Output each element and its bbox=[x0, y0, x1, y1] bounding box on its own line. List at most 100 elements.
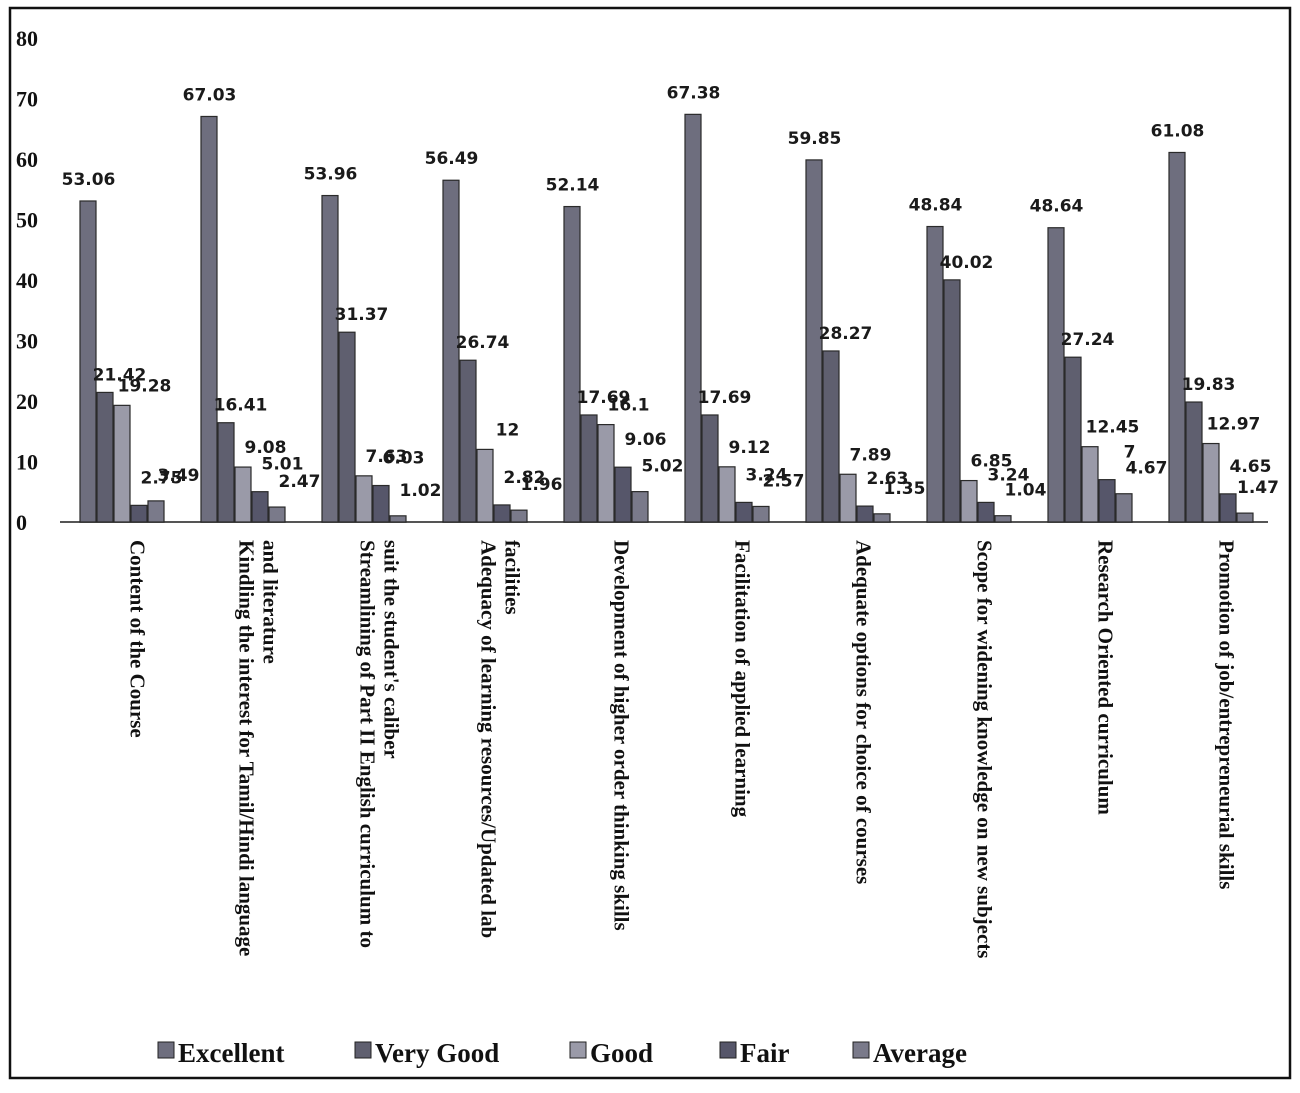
bar-excellent bbox=[563, 205, 581, 523]
data-label: 16.1 bbox=[608, 396, 650, 416]
data-label: 6.03 bbox=[383, 449, 425, 469]
category-label: Research Oriented curriculum bbox=[1094, 540, 1118, 815]
bar-average bbox=[510, 509, 528, 523]
category-label: Promotion of job/entrepreneurial skills bbox=[1215, 540, 1239, 889]
data-label: 19.83 bbox=[1182, 375, 1236, 395]
bar-very-good bbox=[217, 422, 235, 523]
data-label: 56.49 bbox=[425, 149, 479, 169]
category-label-line: Research Oriented curriculum bbox=[1094, 540, 1118, 815]
data-label: 12.45 bbox=[1086, 418, 1140, 438]
category-label-line: Streamlining of Part II English curricul… bbox=[356, 540, 380, 948]
category-label: Scope for widening knowledge on new subj… bbox=[973, 540, 997, 958]
data-label: 9.08 bbox=[245, 438, 287, 458]
category-label-line: Content of the Course bbox=[126, 540, 150, 738]
data-label: 27.24 bbox=[1061, 330, 1115, 350]
bar-good bbox=[960, 479, 978, 523]
bar-very-good bbox=[459, 359, 477, 523]
bar-fair bbox=[493, 504, 511, 523]
bar-excellent bbox=[1047, 227, 1065, 523]
category-label: Streamlining of Part II English curricul… bbox=[356, 540, 404, 948]
category-label-line: Adequate options for choice of courses bbox=[852, 540, 876, 884]
bar-good bbox=[113, 404, 131, 523]
data-label: 12.97 bbox=[1207, 415, 1261, 435]
bar-excellent bbox=[442, 179, 460, 523]
bar-fair bbox=[372, 484, 390, 523]
bar-good bbox=[718, 466, 736, 523]
data-label: 59.85 bbox=[788, 129, 842, 149]
data-label: 7 bbox=[1124, 443, 1136, 463]
data-label: 9.06 bbox=[625, 430, 667, 450]
chart-border bbox=[8, 6, 1292, 1080]
data-label: 40.02 bbox=[940, 253, 994, 273]
bar-average bbox=[873, 513, 891, 523]
category-label: Kindling the interest for Tamil/Hindi la… bbox=[235, 540, 283, 956]
data-label: 26.74 bbox=[456, 333, 510, 353]
data-label: 2.57 bbox=[763, 471, 805, 491]
category-label-line: Promotion of job/entrepreneurial skills bbox=[1215, 540, 1239, 889]
data-label: 3.24 bbox=[746, 465, 788, 485]
data-label: 7.63 bbox=[366, 447, 408, 467]
data-label: 16.41 bbox=[214, 396, 268, 416]
bar-very-good bbox=[1185, 401, 1203, 523]
bar-very-good bbox=[338, 331, 356, 523]
bar-very-good bbox=[1064, 356, 1082, 523]
data-label: 3.24 bbox=[988, 465, 1030, 485]
bar-very-good bbox=[701, 414, 719, 523]
y-tick-label: 50 bbox=[16, 208, 38, 233]
data-label: 28.27 bbox=[819, 324, 873, 344]
bar-very-good bbox=[822, 350, 840, 523]
y-tick-label: 10 bbox=[16, 450, 38, 475]
bar-fair bbox=[130, 504, 148, 523]
data-label: 67.38 bbox=[667, 83, 721, 103]
data-label: 12 bbox=[496, 420, 520, 440]
bar-fair bbox=[251, 491, 269, 523]
data-labels-layer: 53.0621.4219.282.753.4967.0316.419.085.0… bbox=[62, 83, 1279, 500]
category-label: Adequacy of learning resources/Updated l… bbox=[477, 540, 525, 938]
bar-very-good bbox=[96, 391, 114, 523]
bar-very-good bbox=[943, 279, 961, 523]
legend-label: Very Good bbox=[375, 1038, 499, 1068]
bar-fair bbox=[977, 501, 995, 523]
legend-label: Excellent bbox=[178, 1038, 284, 1068]
bar-good bbox=[1081, 446, 1099, 523]
category-label-line: Adequacy of learning resources/Updated l… bbox=[477, 540, 501, 938]
bar-average bbox=[1236, 512, 1254, 523]
bar-fair bbox=[856, 505, 874, 523]
data-label: 1.02 bbox=[400, 481, 442, 501]
legend-swatch bbox=[719, 1041, 737, 1059]
data-label: 1.35 bbox=[884, 479, 926, 499]
bar-excellent bbox=[79, 200, 97, 523]
data-label: 9.12 bbox=[729, 438, 771, 458]
legend-label: Fair bbox=[740, 1038, 789, 1068]
data-label: 2.82 bbox=[504, 468, 546, 488]
data-label: 3.49 bbox=[158, 466, 200, 486]
bar-excellent bbox=[1168, 151, 1186, 523]
bar-fair bbox=[1098, 479, 1116, 523]
category-label: Adequate options for choice of courses bbox=[852, 540, 876, 884]
data-label: 1.47 bbox=[1237, 478, 1279, 498]
data-label: 53.96 bbox=[304, 165, 358, 185]
legend-swatch bbox=[852, 1041, 870, 1059]
category-label-line: Scope for widening knowledge on new subj… bbox=[973, 540, 997, 958]
data-label: 5.01 bbox=[262, 455, 304, 475]
bar-excellent bbox=[684, 113, 702, 523]
data-label: 52.14 bbox=[546, 176, 600, 196]
bars-layer bbox=[79, 113, 1254, 523]
bar-good bbox=[597, 423, 615, 523]
bar-average bbox=[752, 505, 770, 523]
bar-excellent bbox=[200, 115, 218, 523]
y-tick-label: 40 bbox=[16, 268, 38, 293]
data-label: 1.96 bbox=[521, 475, 563, 495]
data-label: 2.47 bbox=[279, 472, 321, 492]
data-label: 48.64 bbox=[1030, 197, 1084, 217]
bar-fair bbox=[614, 466, 632, 523]
bar-excellent bbox=[926, 225, 944, 523]
bar-good bbox=[1202, 442, 1220, 523]
category-label-line: Facilitation of applied learning bbox=[731, 540, 755, 818]
legend-label: Good bbox=[590, 1038, 653, 1068]
y-tick-label: 70 bbox=[16, 87, 38, 112]
category-label-line: facilities bbox=[501, 540, 525, 615]
y-tick-label: 80 bbox=[16, 26, 38, 51]
